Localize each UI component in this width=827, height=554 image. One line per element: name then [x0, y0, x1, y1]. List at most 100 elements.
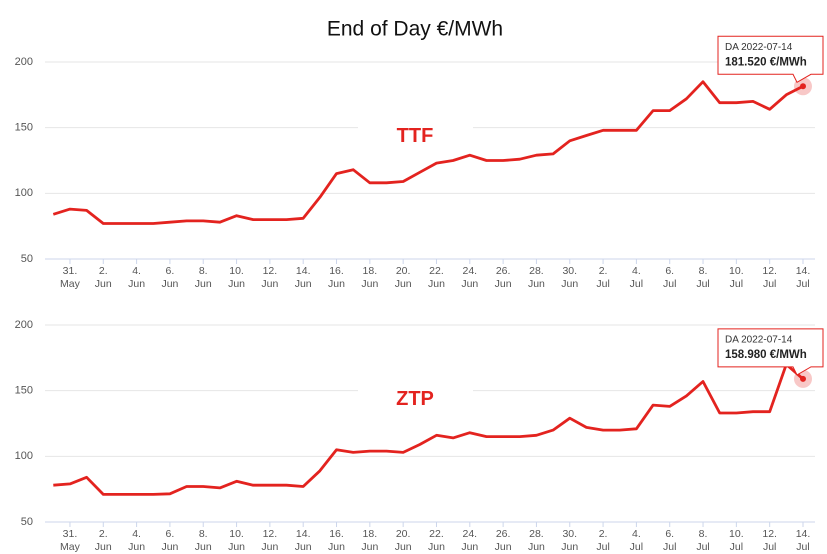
y-tick-label: 200: [15, 319, 33, 331]
x-tick-label: 4.: [132, 265, 141, 277]
y-tick-label: 50: [21, 516, 33, 528]
x-tick-label: 18.: [363, 528, 378, 540]
x-tick-label: Jul: [596, 278, 609, 290]
y-tick-label: 150: [15, 385, 33, 397]
tooltip-value: 158.980 €/MWh: [725, 349, 807, 361]
x-tick-label: Jun: [228, 541, 245, 553]
x-tick-label: Jul: [696, 278, 709, 290]
x-tick-label: Jun: [128, 541, 145, 553]
x-tick-label: 12.: [263, 528, 278, 540]
x-tick-label: 31.: [63, 528, 78, 540]
x-tick-label: 28.: [529, 528, 544, 540]
x-tick-label: 12.: [762, 265, 777, 277]
x-tick-label: Jun: [428, 541, 445, 553]
x-tick-label: 24.: [462, 528, 477, 540]
x-tick-label: 31.: [63, 265, 78, 277]
x-tick-label: 8.: [199, 265, 208, 277]
x-tick-label: 22.: [429, 265, 444, 277]
x-tick-label: Jun: [495, 278, 512, 290]
y-tick-label: 50: [21, 253, 33, 265]
x-tick-label: 18.: [363, 265, 378, 277]
x-tick-label: Jun: [461, 541, 478, 553]
x-tick-label: 6.: [166, 528, 175, 540]
x-tick-label: Jun: [295, 541, 312, 553]
x-tick-label: 14.: [796, 265, 811, 277]
x-tick-label: May: [60, 278, 81, 290]
x-tick-label: Jun: [95, 541, 112, 553]
y-tick-label: 100: [15, 450, 33, 462]
x-tick-label: 12.: [263, 265, 278, 277]
tooltip-date: DA 2022-07-14: [725, 42, 793, 53]
x-tick-label: 10.: [229, 528, 244, 540]
x-tick-label: 14.: [296, 265, 311, 277]
tooltip-value: 181.520 €/MWh: [725, 56, 807, 68]
x-tick-label: 4.: [632, 528, 641, 540]
x-tick-label: 2.: [599, 528, 608, 540]
x-tick-label: Jun: [95, 278, 112, 290]
x-tick-label: 4.: [632, 265, 641, 277]
x-tick-label: Jun: [561, 278, 578, 290]
chart-title: End of Day €/MWh: [327, 18, 503, 41]
tooltip-date: DA 2022-07-14: [725, 335, 793, 346]
x-tick-label: Jul: [596, 541, 609, 553]
x-tick-label: Jul: [663, 541, 676, 553]
x-tick-label: 26.: [496, 265, 511, 277]
x-tick-label: Jun: [161, 278, 178, 290]
x-tick-label: 16.: [329, 528, 344, 540]
x-tick-label: Jul: [663, 278, 676, 290]
x-tick-label: Jun: [195, 541, 212, 553]
x-tick-label: Jun: [261, 278, 278, 290]
x-tick-label: 20.: [396, 265, 411, 277]
x-tick-label: 14.: [796, 528, 811, 540]
series-label: ZTP: [396, 388, 434, 410]
x-tick-label: Jun: [128, 278, 145, 290]
x-tick-label: Jul: [796, 541, 809, 553]
x-tick-label: Jun: [295, 278, 312, 290]
x-tick-label: Jul: [763, 278, 776, 290]
hover-point: [800, 83, 806, 90]
x-tick-label: Jul: [730, 278, 743, 290]
y-tick-label: 150: [15, 122, 33, 134]
x-tick-label: 16.: [329, 265, 344, 277]
x-tick-label: 12.: [762, 528, 777, 540]
tooltip-box: [717, 328, 824, 376]
x-tick-label: 22.: [429, 528, 444, 540]
x-tick-label: Jun: [228, 278, 245, 290]
x-tick-label: 10.: [729, 265, 744, 277]
x-tick-label: Jul: [763, 541, 776, 553]
x-tick-label: Jun: [328, 278, 345, 290]
x-tick-label: 26.: [496, 528, 511, 540]
x-tick-label: Jul: [796, 278, 809, 290]
x-tick-label: 20.: [396, 528, 411, 540]
x-tick-label: 24.: [462, 265, 477, 277]
x-tick-label: Jun: [461, 278, 478, 290]
x-tick-label: 6.: [166, 265, 175, 277]
x-tick-label: Jun: [161, 541, 178, 553]
x-tick-label: Jun: [395, 541, 412, 553]
series-line: [52, 80, 804, 225]
x-tick-label: 2.: [99, 528, 108, 540]
x-tick-label: 8.: [699, 265, 708, 277]
x-tick-label: Jun: [195, 278, 212, 290]
x-tick-label: May: [60, 541, 81, 553]
x-tick-label: Jun: [361, 278, 378, 290]
x-tick-label: Jun: [561, 541, 578, 553]
y-tick-label: 100: [15, 187, 33, 199]
y-tick-label: 200: [15, 56, 33, 68]
x-tick-label: 8.: [199, 528, 208, 540]
x-tick-label: 10.: [729, 528, 744, 540]
x-tick-label: 2.: [599, 265, 608, 277]
tooltip-box: [717, 35, 824, 83]
x-tick-label: 6.: [665, 528, 674, 540]
series-line: [53, 363, 804, 496]
x-tick-label: 30.: [562, 528, 577, 540]
x-tick-label: Jun: [428, 278, 445, 290]
x-tick-label: Jun: [495, 541, 512, 553]
x-tick-label: Jun: [328, 541, 345, 553]
x-tick-label: 4.: [132, 528, 141, 540]
x-tick-label: Jun: [361, 541, 378, 553]
x-tick-label: 28.: [529, 265, 544, 277]
x-tick-label: Jul: [630, 278, 643, 290]
